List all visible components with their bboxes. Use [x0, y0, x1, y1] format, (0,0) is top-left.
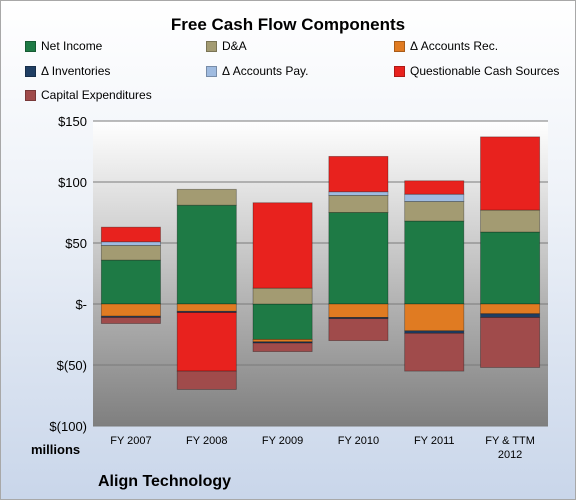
legend-label-questionable-cash: Questionable Cash Sources — [410, 64, 560, 78]
x-tick-label: FY 2007 — [110, 435, 151, 447]
bar-accounts-pay-fy-2010 — [328, 191, 389, 196]
bar-accounts-pay-fy-2011 — [404, 193, 465, 202]
legend-label-accounts-rec: Δ Accounts Rec. — [410, 39, 499, 53]
x-tick-label: FY 2009 — [262, 435, 303, 447]
bar-capital-expenditures-fy-2010 — [328, 318, 389, 342]
bar-capital-expenditures-fy-2009 — [252, 342, 313, 352]
chart-title: Free Cash Flow Components — [170, 15, 406, 34]
bar-capital-expenditures-fy-2008 — [176, 370, 237, 390]
company-name: Align Technology — [98, 473, 232, 490]
bar-d-a-fy-2007 — [100, 245, 161, 261]
bar-accounts-rec-fy-2008 — [176, 303, 237, 312]
bar-accounts-pay-fy-2007 — [100, 241, 161, 246]
bar-questionable-cash-sources-fy-2010 — [328, 155, 389, 193]
legend-swatch-accounts-pay — [206, 65, 217, 77]
bar-net-income-fy-2011 — [404, 220, 465, 305]
bar-questionable-cash-sources-fy-2008 — [176, 312, 237, 372]
bar-capital-expenditures-fy-2007 — [100, 317, 161, 324]
bar-capital-expenditures-fy-ttm-2012 — [480, 317, 541, 368]
x-tick-label: FY 2011 — [414, 435, 455, 447]
legend-swatch-capex — [25, 89, 36, 101]
bar-net-income-fy-2008 — [176, 204, 237, 305]
legend-item-inventories: Δ Inventories — [25, 64, 110, 78]
y-tick-label: $100 — [58, 175, 87, 190]
legend-item-da: D&A — [206, 39, 247, 53]
bar-questionable-cash-sources-fy-ttm-2012 — [480, 136, 541, 211]
bar-d-a-fy-2009 — [252, 287, 313, 305]
bar-inventories-fy-ttm-2012 — [480, 313, 541, 318]
bar-net-income-fy-2010 — [328, 212, 389, 305]
bar-accounts-rec-fy-2007 — [100, 303, 161, 317]
x-tick-label: FY 2008 — [186, 435, 227, 447]
legend-item-accounts-pay: Δ Accounts Pay. — [206, 64, 309, 78]
bar-net-income-fy-2007 — [100, 259, 161, 305]
legend-label-net-income: Net Income — [41, 39, 103, 53]
legend-label-inventories: Δ Inventories — [41, 64, 111, 78]
bar-net-income-fy-ttm-2012 — [480, 231, 541, 305]
bar-questionable-cash-sources-fy-2007 — [100, 226, 161, 243]
legend-item-questionable-cash: Questionable Cash Sources — [394, 64, 559, 78]
x-axis-ticks: FY 2007 FY 2008 FY 2009 FY 2010 FY 2011 FY & … — [110, 435, 535, 461]
bar-d-a-fy-2008 — [176, 188, 237, 206]
legend-item-net-income: Net Income — [25, 39, 102, 53]
bar-questionable-cash-sources-fy-2009 — [252, 202, 313, 289]
bar-net-income-fy-2009 — [252, 303, 313, 340]
legend-swatch-da — [206, 40, 217, 52]
y-tick-label: $(50) — [57, 358, 87, 373]
bar-d-a-fy-2011 — [404, 201, 465, 222]
x-tick-label: FY & TTM 2012 — [485, 435, 535, 461]
bar-d-a-fy-2010 — [328, 195, 389, 213]
legend-swatch-inventories — [25, 65, 36, 77]
bar-accounts-rec-fy-2010 — [328, 303, 389, 318]
y-tick-label: $(100) — [49, 419, 87, 434]
legend-swatch-net-income — [25, 40, 36, 52]
y-tick-label: $50 — [65, 236, 87, 251]
legend-label-accounts-pay: Δ Accounts Pay. — [222, 64, 309, 78]
bar-capital-expenditures-fy-2011 — [404, 332, 465, 372]
gridlines — [93, 120, 548, 427]
legend-swatch-questionable-cash — [394, 65, 405, 77]
legend-swatch-accounts-rec — [394, 40, 405, 52]
bar-d-a-fy-ttm-2012 — [480, 209, 541, 233]
bar-questionable-cash-sources-fy-2011 — [404, 180, 465, 195]
plot-background — [93, 121, 548, 426]
legend-item-capex: Capital Expenditures — [25, 88, 152, 102]
legend-label-capex: Capital Expenditures — [41, 88, 152, 102]
bar-accounts-rec-fy-ttm-2012 — [480, 303, 541, 315]
bar-accounts-rec-fy-2011 — [404, 303, 465, 332]
x-tick-label: FY 2010 — [338, 435, 379, 447]
y-tick-label: $150 — [58, 114, 87, 129]
units-label: millions — [31, 442, 81, 457]
legend-item-accounts-rec: Δ Accounts Rec. — [394, 39, 498, 53]
bars — [100, 136, 541, 390]
legend-label-da: D&A — [222, 39, 247, 53]
y-axis-ticks: $150 $100 $50 $- $(50) $(100) — [49, 114, 87, 434]
y-tick-label: $- — [75, 297, 87, 312]
